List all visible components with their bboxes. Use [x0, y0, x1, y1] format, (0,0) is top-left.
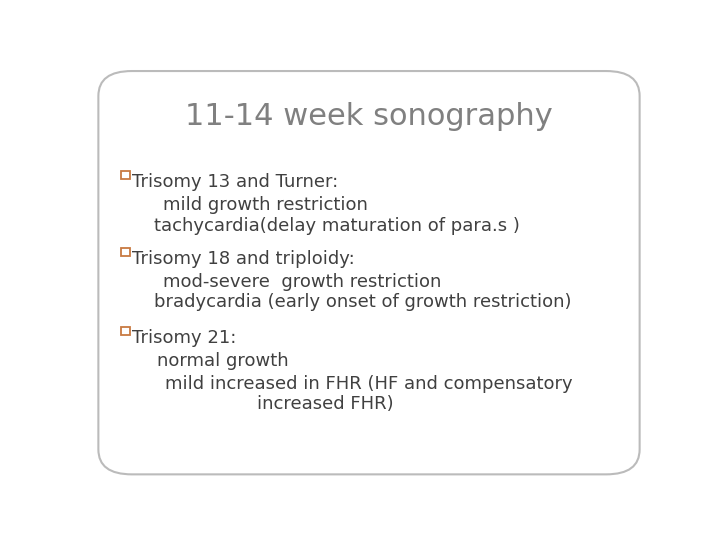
Text: Trisomy 13 and Turner:: Trisomy 13 and Turner: — [132, 173, 338, 191]
FancyBboxPatch shape — [99, 71, 639, 474]
Text: mod-severe  growth restriction: mod-severe growth restriction — [163, 273, 441, 291]
Text: mild increased in FHR (HF and compensatory: mild increased in FHR (HF and compensato… — [166, 375, 573, 393]
Text: tachycardia(delay maturation of para.s ): tachycardia(delay maturation of para.s ) — [154, 217, 520, 234]
Text: bradycardia (early onset of growth restriction): bradycardia (early onset of growth restr… — [154, 294, 572, 312]
Text: 11-14 week sonography: 11-14 week sonography — [185, 102, 553, 131]
Text: Trisomy 18 and triploidy:: Trisomy 18 and triploidy: — [132, 250, 355, 268]
Text: normal growth: normal growth — [157, 352, 289, 370]
Text: increased FHR): increased FHR) — [258, 395, 394, 413]
Text: mild growth restriction: mild growth restriction — [163, 196, 367, 214]
Text: Trisomy 21:: Trisomy 21: — [132, 329, 236, 347]
